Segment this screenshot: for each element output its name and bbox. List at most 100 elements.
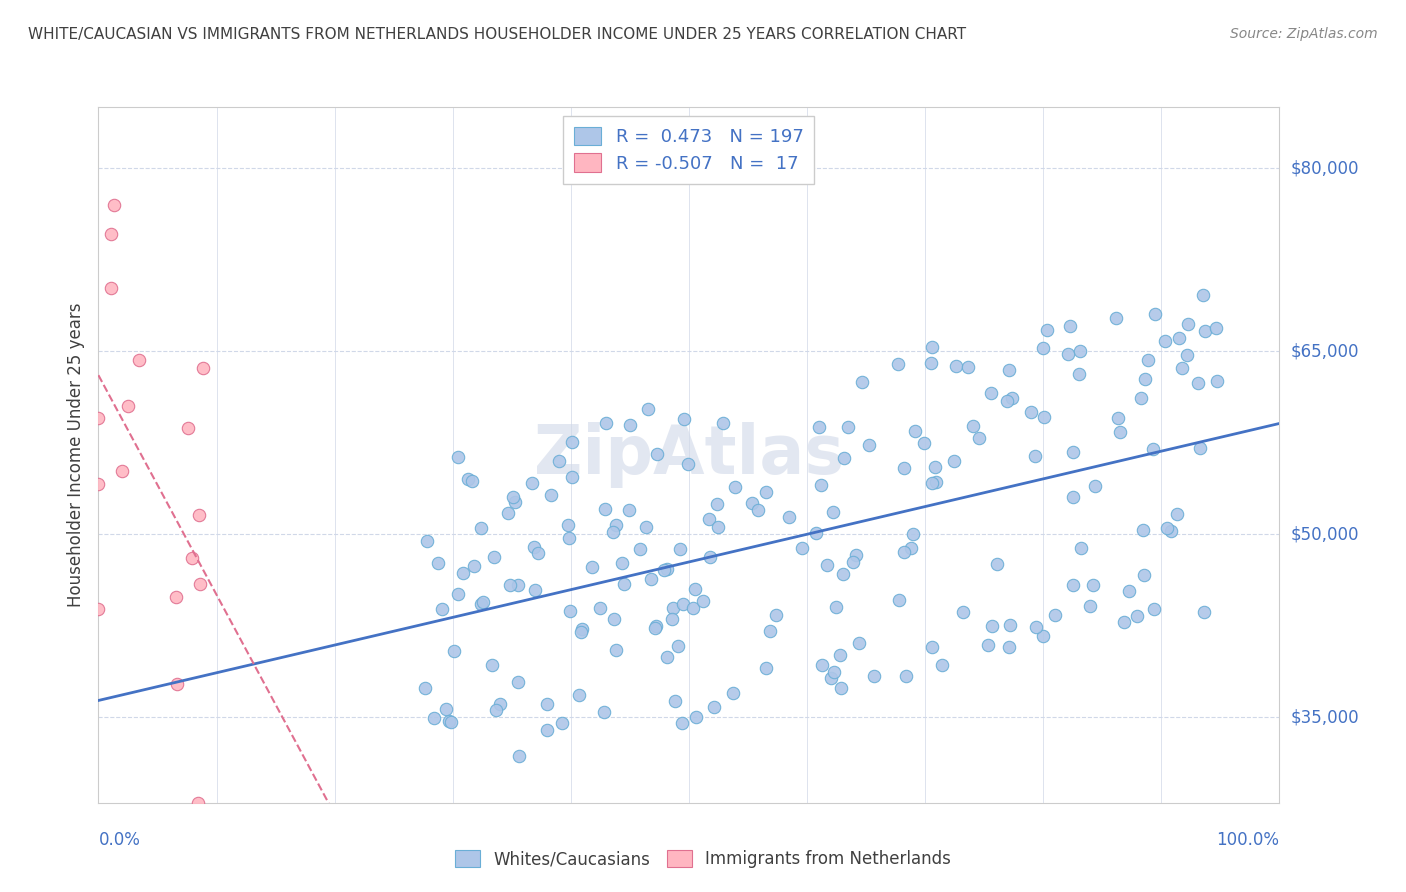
Point xyxy=(640,572,662,586)
Point xyxy=(634,519,657,533)
Point xyxy=(851,376,873,390)
Point xyxy=(1035,323,1057,337)
Point xyxy=(557,518,579,533)
Point xyxy=(551,716,574,731)
Point xyxy=(804,525,827,540)
Point xyxy=(1133,372,1156,386)
Point xyxy=(637,402,659,417)
Point xyxy=(502,490,524,504)
Point xyxy=(1189,442,1212,456)
Point xyxy=(443,644,465,658)
Point xyxy=(707,520,730,534)
Point xyxy=(581,560,603,574)
Point xyxy=(1126,609,1149,624)
Point xyxy=(669,541,692,556)
Text: Source: ZipAtlas.com: Source: ZipAtlas.com xyxy=(1230,27,1378,41)
Point xyxy=(1154,334,1177,349)
Point xyxy=(692,594,714,608)
Point xyxy=(1143,307,1166,321)
Point xyxy=(103,198,125,212)
Legend: R =  0.473   N = 197, R = -0.507   N =  17: R = 0.473 N = 197, R = -0.507 N = 17 xyxy=(564,116,814,184)
Point xyxy=(1069,344,1091,359)
Point xyxy=(536,723,558,737)
Point xyxy=(87,411,110,425)
Point xyxy=(887,592,910,607)
Point xyxy=(605,518,627,533)
Point xyxy=(672,412,695,426)
Point xyxy=(666,640,689,654)
Point xyxy=(430,602,453,616)
Point xyxy=(811,657,834,672)
Point xyxy=(415,681,437,695)
Point xyxy=(508,748,530,763)
Point xyxy=(672,597,695,611)
Point xyxy=(778,510,800,524)
Point xyxy=(503,495,526,509)
Point xyxy=(1205,321,1227,335)
Point xyxy=(558,531,581,545)
Point xyxy=(536,698,558,712)
Point xyxy=(593,502,616,516)
Point xyxy=(921,476,943,491)
Point xyxy=(1067,367,1090,381)
Point xyxy=(628,542,651,557)
Point xyxy=(699,549,721,564)
Point xyxy=(1192,605,1215,619)
Point xyxy=(470,521,492,535)
Point xyxy=(1084,479,1107,493)
Point xyxy=(451,566,474,581)
Point xyxy=(1143,602,1166,616)
Point xyxy=(1057,347,1080,361)
Point xyxy=(645,447,668,461)
Point xyxy=(1033,409,1056,424)
Point xyxy=(683,582,706,597)
Point xyxy=(446,587,468,601)
Point xyxy=(1132,523,1154,537)
Point xyxy=(619,418,641,433)
Point xyxy=(592,705,614,719)
Point xyxy=(655,562,678,576)
Point xyxy=(481,658,503,673)
Point xyxy=(1062,578,1084,592)
Point xyxy=(617,503,640,517)
Point xyxy=(461,474,484,488)
Point xyxy=(706,497,728,511)
Point xyxy=(995,393,1018,408)
Point xyxy=(920,356,942,370)
Point xyxy=(1187,376,1209,390)
Point xyxy=(823,665,845,679)
Point xyxy=(697,512,720,526)
Point xyxy=(823,505,845,519)
Point xyxy=(1133,567,1156,582)
Point xyxy=(834,450,856,465)
Point xyxy=(415,534,437,549)
Point xyxy=(571,622,593,636)
Point xyxy=(1166,507,1188,521)
Point xyxy=(1070,541,1092,555)
Point xyxy=(605,642,627,657)
Point xyxy=(893,545,915,559)
Point xyxy=(569,624,592,639)
Point xyxy=(1109,425,1132,439)
Point xyxy=(128,353,150,368)
Point xyxy=(924,475,946,489)
Point xyxy=(815,558,838,572)
Point xyxy=(758,624,780,638)
Point xyxy=(810,478,832,492)
Point xyxy=(499,578,522,592)
Point xyxy=(724,480,747,494)
Point xyxy=(942,454,965,468)
Point xyxy=(1114,615,1136,630)
Point xyxy=(845,548,868,562)
Point xyxy=(655,650,678,665)
Point xyxy=(472,594,495,608)
Point xyxy=(523,582,546,597)
Point xyxy=(721,686,744,700)
Point xyxy=(711,417,734,431)
Point xyxy=(447,450,470,464)
Point xyxy=(602,524,624,539)
Point xyxy=(1192,287,1215,301)
Point xyxy=(1062,491,1084,505)
Point xyxy=(188,576,211,591)
Point xyxy=(1043,608,1066,623)
